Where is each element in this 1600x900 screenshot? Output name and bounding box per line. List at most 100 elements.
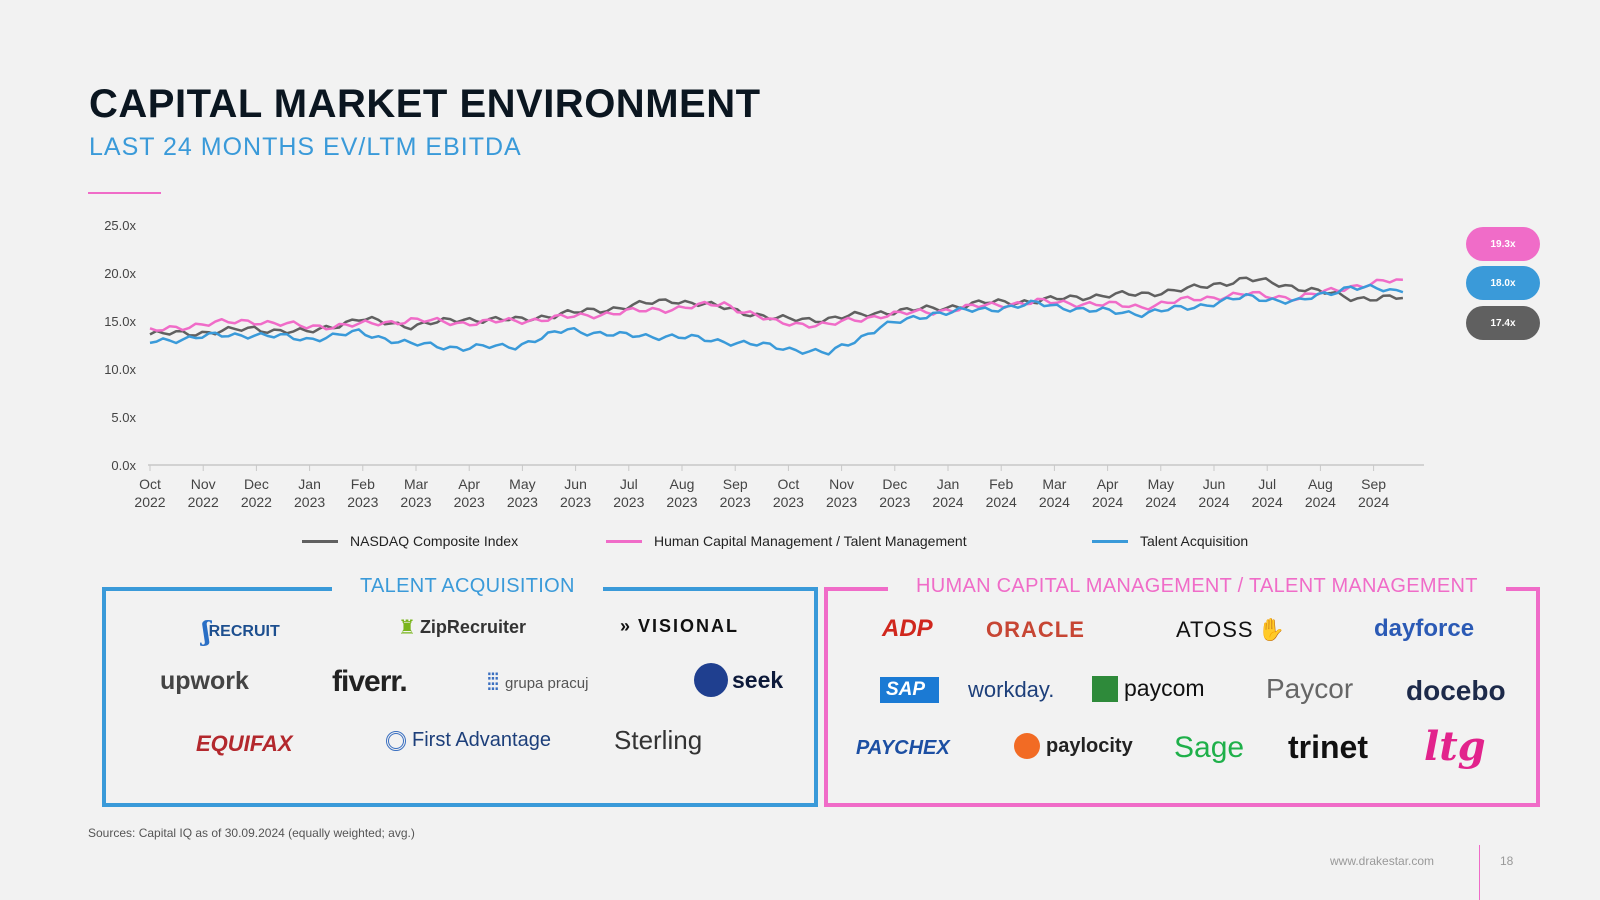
x-tick-month: Oct [778, 476, 800, 492]
grupa-pracuj-logo: ⁞⁞⁞ grupa pracuj [486, 669, 589, 696]
series-line-ta [149, 283, 1404, 356]
x-tick-year: 2024 [1305, 494, 1336, 510]
x-tick-month: Jun [1203, 476, 1226, 492]
x-tick-year: 2023 [400, 494, 431, 510]
fingerprint-icon [386, 730, 406, 751]
legend-swatch-hcm [606, 539, 642, 543]
x-tick-month: Apr [458, 476, 480, 492]
talent-acquisition-box: TALENT ACQUISITION ʃ RECRUIT ♜ ZipRecrui… [102, 575, 818, 807]
x-tick-month: Jan [937, 476, 960, 492]
x-tick-year: 2022 [188, 494, 219, 510]
end-value-badge: 17.4x [1466, 306, 1540, 340]
page-subtitle: LAST 24 MONTHS EV/LTM EBITDA [89, 133, 522, 161]
x-tick-month: Aug [670, 476, 695, 492]
legend-item-hcm: Human Capital Management / Talent Manage… [606, 533, 967, 549]
end-value-badge: 18.0x [1466, 266, 1540, 300]
atoss-logo: ATOSS ✋ [1176, 617, 1286, 642]
x-tick-month: May [509, 476, 535, 492]
x-tick-month: Aug [1308, 476, 1333, 492]
bars-icon: ⁞⁞⁞ [486, 669, 500, 696]
footer-url[interactable]: www.drakestar.com [1330, 854, 1435, 868]
x-axis: Oct 2022 Nov 2022 Dec 2022 Jan 2023 Feb 2023 Mar 20… [134, 464, 1424, 510]
x-tick-month: Jul [620, 476, 638, 492]
first-advantage-logo: First Advantage [386, 729, 551, 752]
paylocity-mark-icon [1014, 733, 1040, 759]
page-number: 18 [1500, 854, 1514, 868]
legend-label-nasdaq: NASDAQ Composite Index [350, 533, 519, 549]
chair-icon: ♜ [398, 617, 416, 639]
x-tick-year: 2023 [666, 494, 697, 510]
x-tick-year: 2022 [134, 494, 165, 510]
x-tick-month: Nov [829, 476, 854, 492]
recruit-logo: ʃ RECRUIT [202, 617, 280, 647]
y-tick-label: 10.0x [104, 362, 136, 377]
hand-icon: ✋ [1257, 617, 1286, 642]
x-tick-year: 2024 [986, 494, 1017, 510]
x-tick-month: Mar [404, 476, 428, 492]
sterling-logo: Sterling [614, 725, 703, 755]
y-tick-label: 5.0x [111, 410, 136, 425]
legend-item-ta: Talent Acquisition [1092, 533, 1248, 549]
x-tick-month: Jul [1258, 476, 1276, 492]
x-tick-year: 2023 [720, 494, 751, 510]
double-chevron-icon: » [620, 616, 633, 636]
paycom-mark-icon [1092, 675, 1118, 702]
x-tick-month: Feb [989, 476, 1013, 492]
y-tick-label: 20.0x [104, 266, 136, 281]
series-line-hcm [149, 278, 1403, 332]
adp-logo: ADP [882, 615, 933, 642]
x-tick-month: Sep [723, 476, 748, 492]
visional-logo: » VISIONAL [620, 616, 740, 636]
x-tick-year: 2022 [241, 494, 272, 510]
x-tick-year: 2023 [560, 494, 591, 510]
paycom-logo: paycom [1092, 675, 1205, 702]
legend-label-ta: Talent Acquisition [1140, 533, 1249, 549]
x-tick-year: 2024 [1198, 494, 1229, 510]
sage-logo: Sage [1174, 731, 1245, 764]
sources-note: Sources: Capital IQ as of 30.09.2024 (eq… [88, 826, 415, 840]
legend-label-hcm: Human Capital Management / Talent Manage… [654, 533, 967, 549]
y-tick-label: 0.0x [111, 458, 136, 473]
x-tick-month: Jan [298, 476, 321, 492]
x-tick-month: Sep [1361, 476, 1386, 492]
x-tick-year: 2024 [1039, 494, 1070, 510]
upwork-logo: upwork [160, 667, 249, 695]
equifax-logo: EQUIFAX [196, 731, 293, 756]
x-tick-month: Jun [564, 476, 587, 492]
talent-acquisition-title: TALENT ACQUISITION [332, 575, 603, 598]
recruit-mark-icon: ʃ [202, 617, 211, 647]
x-tick-year: 2023 [773, 494, 804, 510]
workday-logo: workday. [968, 677, 1055, 702]
legend-swatch-ta [1092, 539, 1128, 543]
x-tick-year: 2024 [1252, 494, 1283, 510]
x-tick-year: 2023 [347, 494, 378, 510]
x-tick-year: 2023 [294, 494, 325, 510]
seek-logo: seek [694, 663, 783, 697]
hcm-talent-management-box: HUMAN CAPITAL MANAGEMENT / TALENT MANAGE… [824, 575, 1540, 807]
trinet-logo: trinet [1288, 729, 1368, 765]
dayforce-logo: dayforce [1374, 615, 1475, 642]
x-tick-year: 2024 [1145, 494, 1176, 510]
series-lines [149, 276, 1404, 356]
x-tick-month: Apr [1097, 476, 1119, 492]
legend-item-nasdaq: NASDAQ Composite Index [302, 533, 518, 549]
hcm-talent-management-title: HUMAN CAPITAL MANAGEMENT / TALENT MANAGE… [888, 575, 1506, 598]
paylocity-logo: paylocity [1014, 733, 1133, 759]
sap-logo: SAP [880, 677, 940, 703]
x-tick-month: Mar [1042, 476, 1066, 492]
ziprecruiter-logo: ♜ ZipRecruiter [398, 617, 526, 639]
ltg-logo: ltg [1424, 723, 1486, 770]
x-tick-year: 2023 [507, 494, 538, 510]
x-tick-month: Oct [139, 476, 161, 492]
ev-ebitda-line-chart: 25.0x 20.0x 15.0x 10.0x 5.0x 0.0x Oct 2022 Nov 2… [104, 218, 1424, 510]
footer-divider [1479, 845, 1480, 900]
legend-swatch-nasdaq [302, 539, 338, 543]
y-tick-label: 25.0x [104, 218, 136, 233]
y-axis-labels: 25.0x 20.0x 15.0x 10.0x 5.0x 0.0x [104, 218, 136, 473]
x-tick-month: Feb [351, 476, 375, 492]
end-value-badge: 19.3x [1466, 227, 1540, 261]
x-tick-year: 2023 [879, 494, 910, 510]
x-tick-month: Nov [191, 476, 216, 492]
x-tick-year: 2023 [454, 494, 485, 510]
x-tick-year: 2023 [613, 494, 644, 510]
